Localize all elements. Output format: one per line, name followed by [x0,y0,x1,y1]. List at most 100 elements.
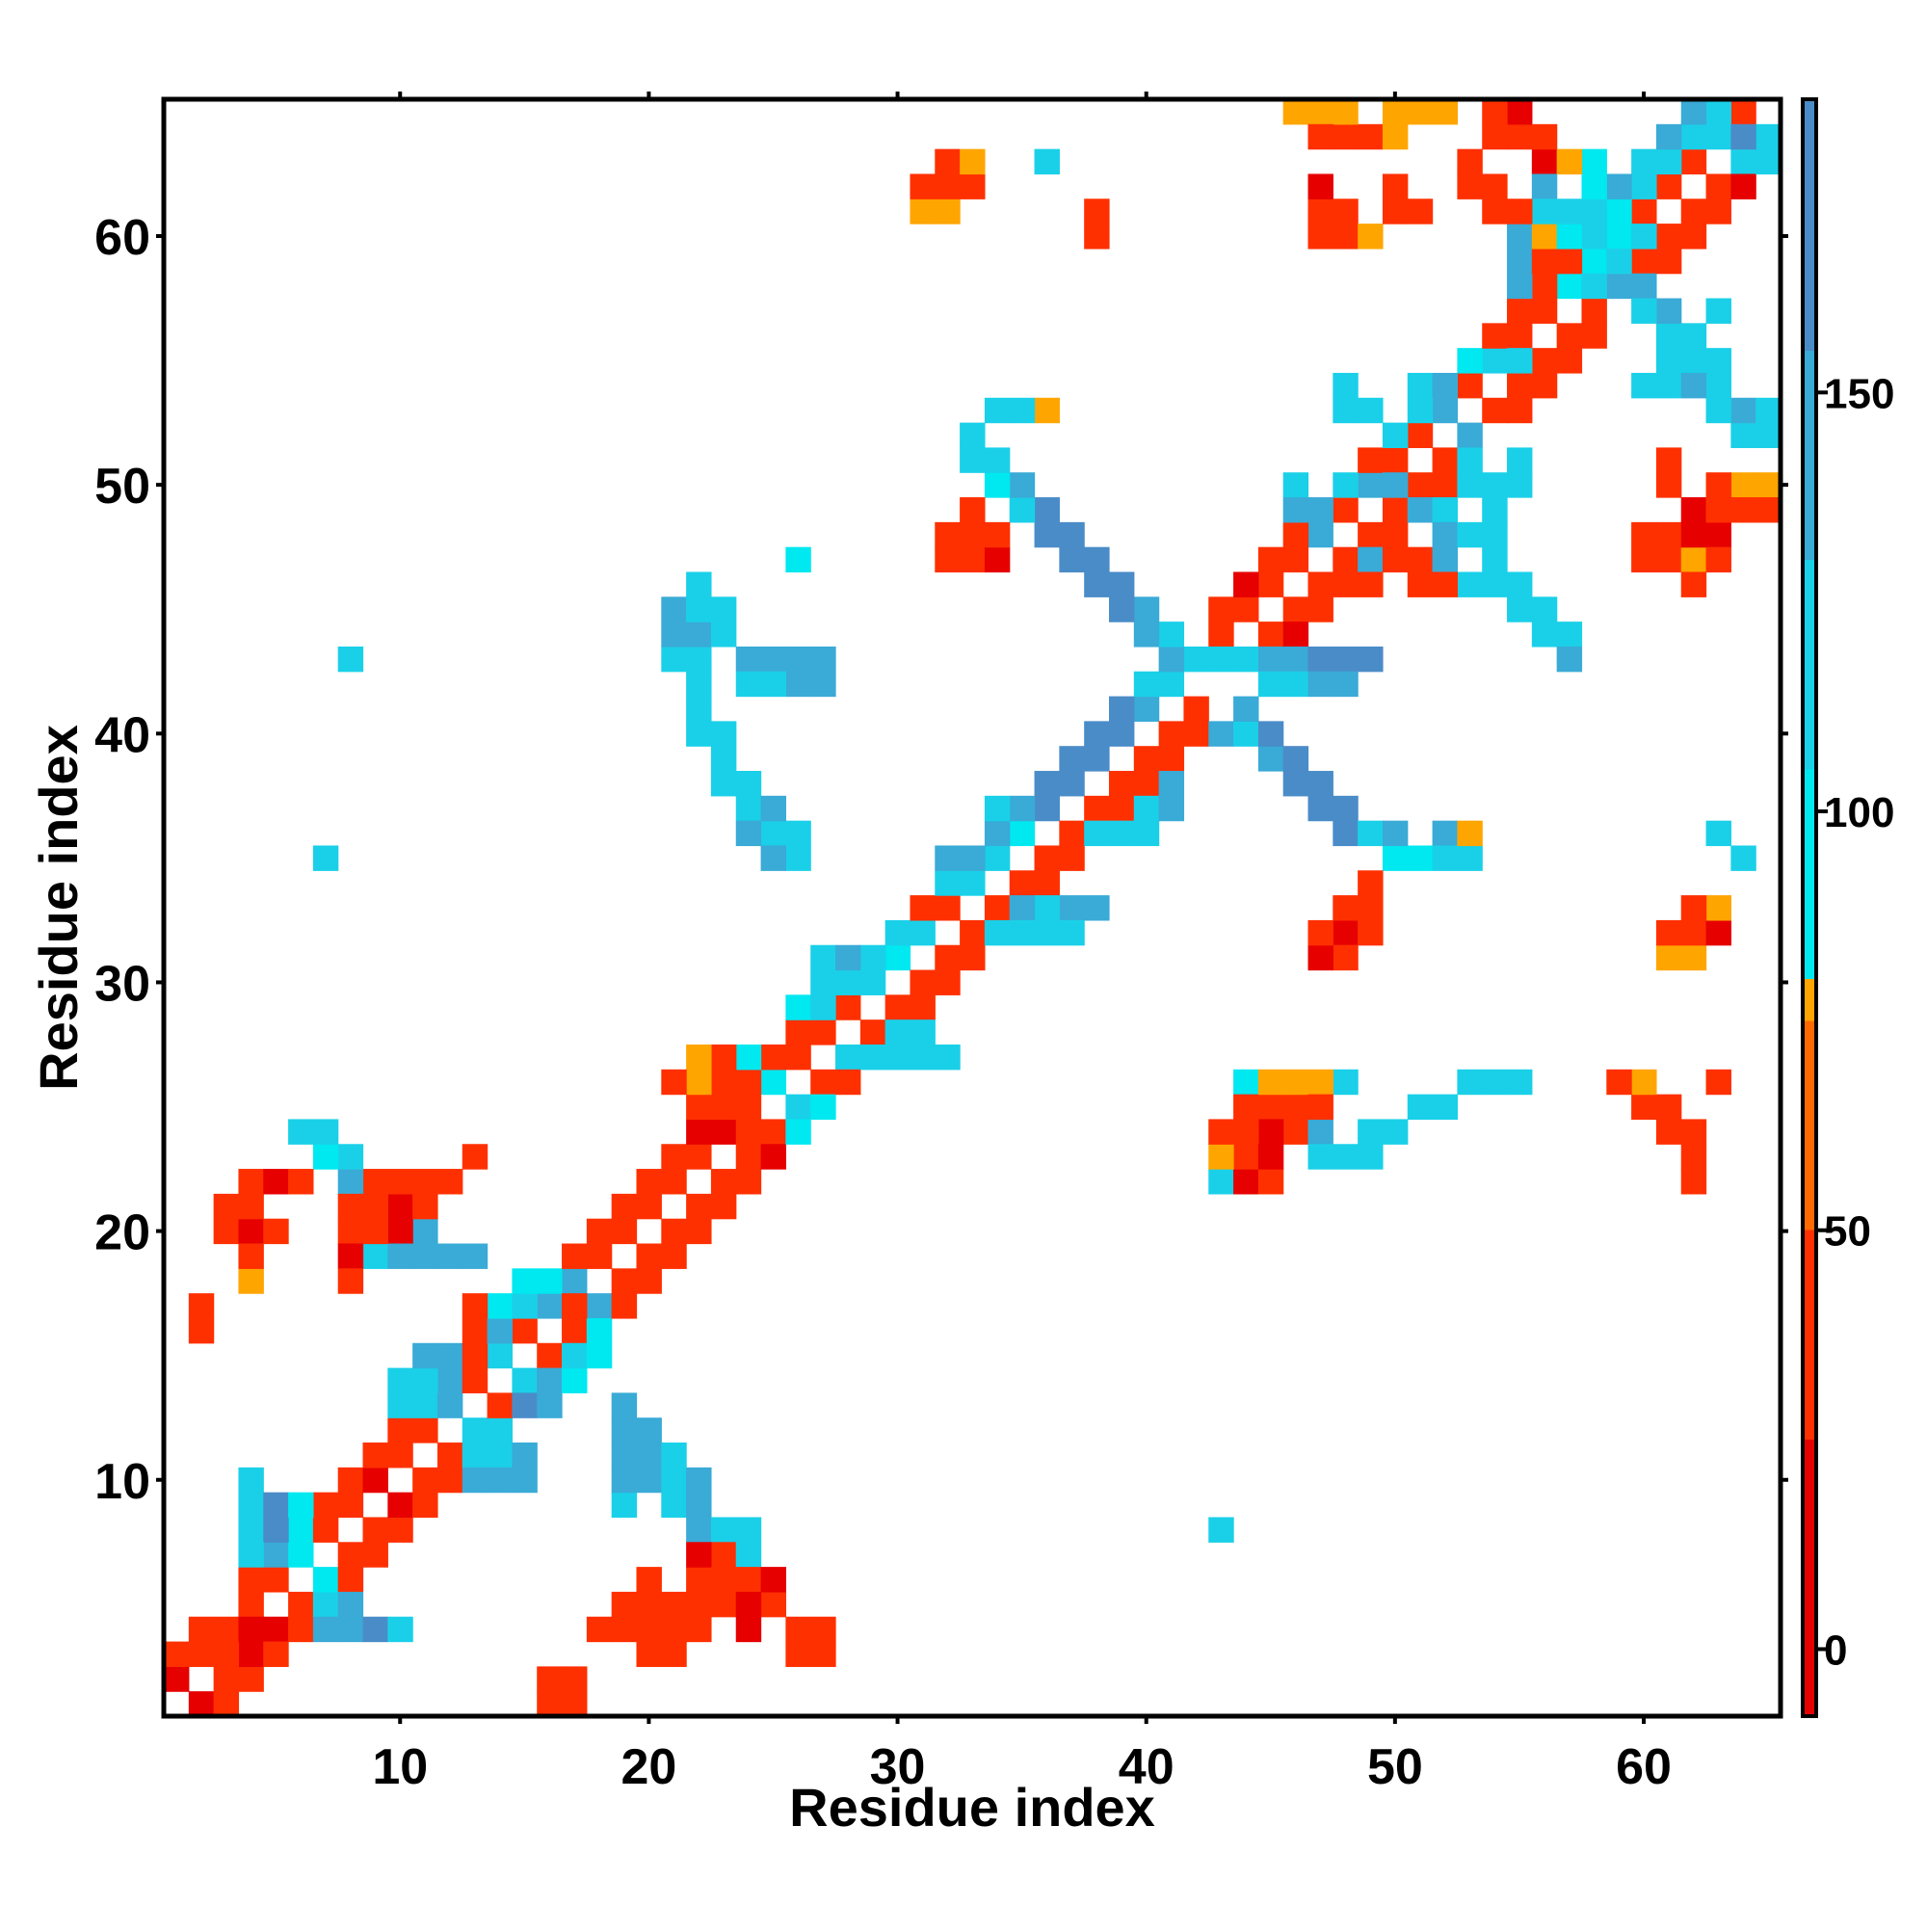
heatmap-cell [387,1367,413,1393]
heatmap-cell [1680,546,1707,573]
heatmap-cell [213,1691,240,1717]
heatmap-cell [1009,895,1036,921]
heatmap-cell [1333,372,1359,399]
heatmap-cell [1059,919,1085,946]
heatmap-cell [562,1317,588,1344]
heatmap-cell [686,1094,712,1121]
heatmap-cell [362,1442,388,1469]
heatmap-cell [1358,397,1384,424]
heatmap-cell [1755,497,1782,523]
heatmap-cell [910,1044,936,1071]
heatmap-cell [1631,298,1657,324]
heatmap-cell [1333,1069,1359,1096]
heatmap-cell [238,1268,264,1294]
heatmap-cell [1307,919,1333,946]
heatmap-cell [462,1342,488,1369]
heatmap-cell [263,1616,289,1643]
heatmap-cell [760,1119,786,1145]
heatmap-cell [1680,919,1707,946]
heatmap-cell [1457,173,1483,199]
heatmap-cell [487,1392,514,1418]
heatmap-cell [1059,771,1085,797]
heatmap-cell [1307,571,1333,597]
heatmap-cell [1183,721,1209,747]
heatmap-cell [686,1144,712,1170]
heatmap-cell [810,1019,836,1045]
heatmap-cell [1457,422,1483,449]
heatmap-cell [1705,123,1731,150]
heatmap-cell [586,1342,613,1369]
heatmap-cell [984,820,1011,847]
heatmap-cell [1531,622,1558,648]
heatmap-cell [1482,323,1508,349]
heatmap-cell [1084,795,1110,822]
heatmap-cell [1358,870,1384,896]
heatmap-cell [487,1467,514,1494]
heatmap-cell [436,1169,463,1195]
heatmap-cell [1358,224,1384,250]
heatmap-cell [935,521,961,548]
heatmap-cell [710,1169,737,1195]
y-tick-label: 50 [94,459,150,515]
heatmap-cell [1531,248,1558,275]
heatmap-cell [337,1467,364,1494]
heatmap-cell [462,1243,488,1269]
heatmap-cell [686,596,712,622]
heatmap-cell [960,919,986,946]
heatmap-cell [1556,248,1583,275]
heatmap-cell [512,1392,538,1418]
heatmap-cell [1307,1069,1333,1096]
heatmap-cell [1084,198,1110,225]
heatmap-cell [1133,622,1160,648]
heatmap-cell [1307,795,1333,822]
heatmap-cell [586,1616,613,1643]
heatmap-cell [710,1094,737,1121]
heatmap-cell [1282,1119,1309,1145]
heatmap-cell [562,1268,588,1294]
heatmap-cell [1382,820,1409,847]
heatmap-cell [636,1641,662,1667]
heatmap-cell [1358,123,1384,150]
heatmap-cell [1680,497,1707,523]
heatmap-cell [1133,746,1160,772]
heatmap-cell [735,1094,762,1121]
heatmap-cell [960,870,986,896]
heatmap-cell [1482,123,1508,150]
heatmap-cell [1655,546,1682,573]
heatmap-cell [1507,348,1533,374]
heatmap-cell [1457,1069,1483,1096]
heatmap-cell [1531,596,1558,622]
heatmap-cell [562,1691,588,1717]
heatmap-cell [1606,173,1632,199]
heatmap-cell [462,1442,488,1469]
heatmap-cell [984,397,1011,424]
heatmap-cell [312,1517,339,1543]
heatmap-cell [1183,646,1209,673]
heatmap-cell [337,1542,364,1568]
heatmap-cell [760,820,786,847]
heatmap-cell [1705,546,1731,573]
heatmap-cell [263,1567,289,1593]
heatmap-cell [512,1317,538,1344]
heatmap-cell [562,1342,588,1369]
heatmap-cell [785,1094,811,1121]
heatmap-cell [1257,1069,1284,1096]
heatmap-cell [1333,123,1359,150]
heatmap-cell [1432,99,1458,125]
heatmap-cell [1655,447,1682,473]
heatmap-cell [686,1193,712,1220]
heatmap-cell [735,771,762,797]
heatmap-cell [661,1591,687,1618]
heatmap-cell [1482,1069,1508,1096]
heatmap-cell [462,1293,488,1319]
heatmap-cell [835,994,861,1020]
heatmap-cell [1407,99,1434,125]
heatmap-cell [1009,795,1036,822]
heatmap-cell [686,622,712,648]
heatmap-cell [859,1044,886,1071]
heatmap-cell [1457,820,1483,847]
heatmap-cell [910,173,936,199]
heatmap-cell [238,1517,264,1543]
heatmap-cell [586,1243,613,1269]
heatmap-cell [686,571,712,597]
